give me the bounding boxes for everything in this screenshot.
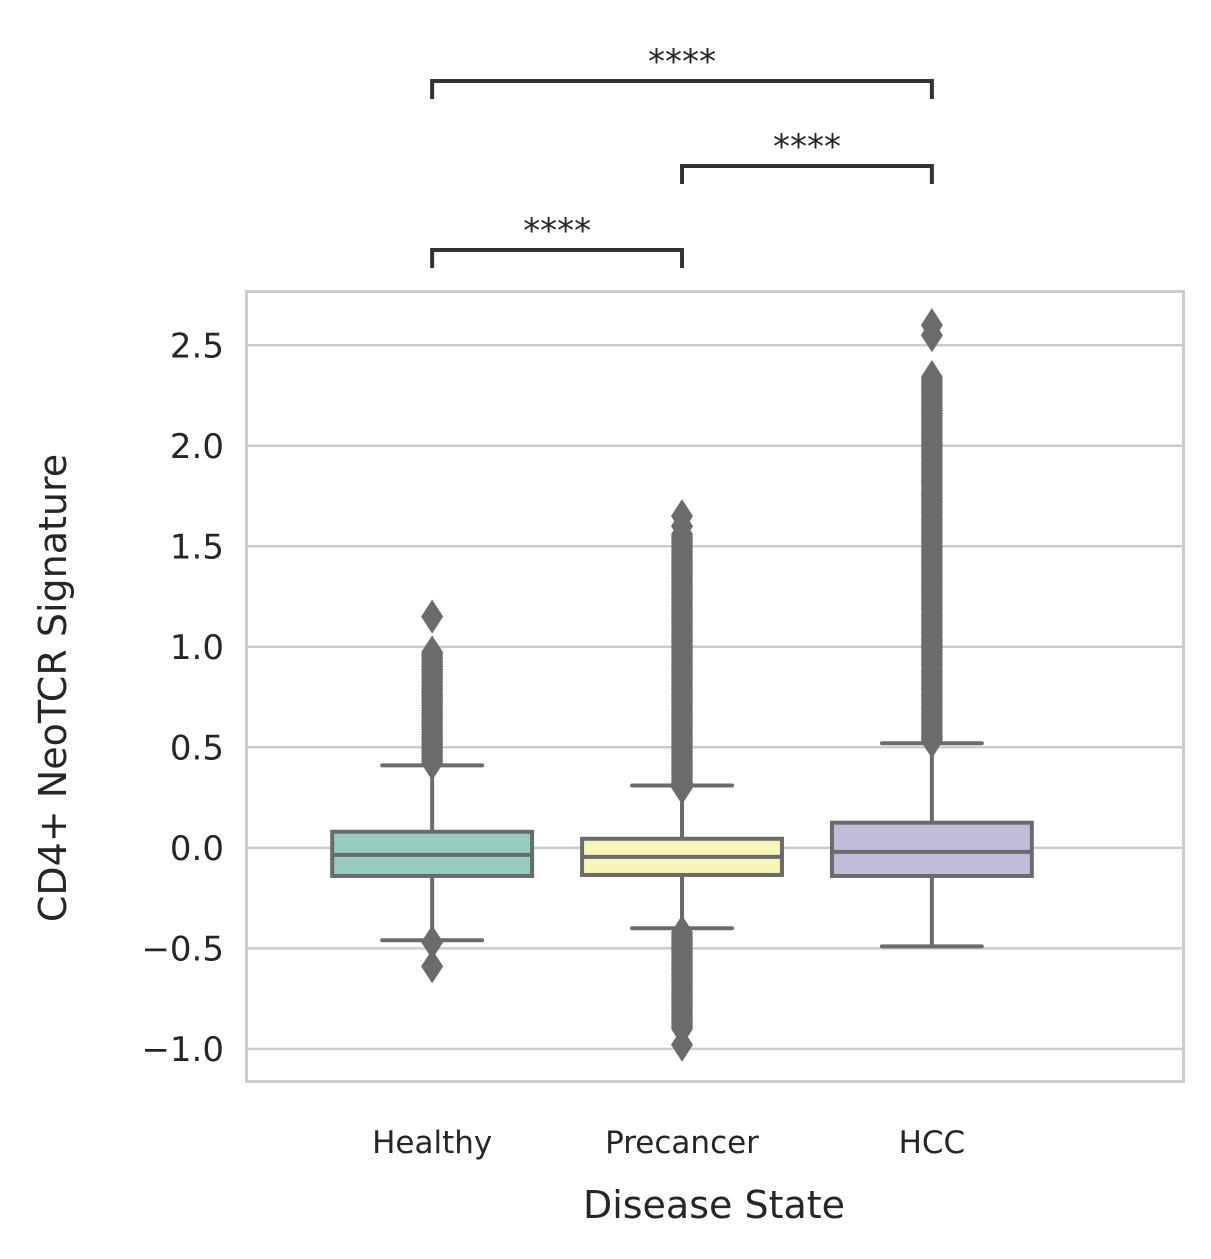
outlier-point bbox=[920, 360, 943, 395]
significance-label: **** bbox=[523, 211, 591, 251]
y-tick-label: 1.5 bbox=[170, 527, 224, 567]
y-tick-labels: −1.0 −0.5 0.0 0.5 1.0 1.5 2.0 2.5 bbox=[141, 326, 224, 1070]
box-hcc bbox=[829, 308, 1034, 949]
box-iqr bbox=[829, 820, 1034, 878]
y-tick-label: 2.5 bbox=[170, 326, 224, 366]
y-axis-label: CD4+ NeoTCR Signature bbox=[31, 454, 75, 922]
box-healthy bbox=[330, 599, 535, 984]
grid-lines bbox=[246, 344, 1183, 1051]
y-tick-label: 0.5 bbox=[170, 728, 224, 768]
outlier-point bbox=[421, 949, 444, 984]
plot-frame bbox=[245, 290, 1185, 1083]
significance-brackets: **** **** **** bbox=[430, 42, 934, 268]
y-tick-label: −1.0 bbox=[141, 1030, 224, 1070]
x-tick-label: HCC bbox=[899, 1125, 966, 1161]
significance-label: **** bbox=[773, 127, 841, 167]
significance-bracket: **** bbox=[430, 42, 934, 99]
bracket-line bbox=[430, 79, 934, 99]
x-tick-label: Precancer bbox=[605, 1125, 759, 1161]
outlier-point bbox=[671, 499, 694, 534]
significance-bracket: **** bbox=[430, 211, 685, 268]
boxes bbox=[330, 308, 1034, 1062]
y-tick-label: 0.0 bbox=[170, 829, 224, 869]
y-tick-label: −0.5 bbox=[141, 929, 224, 969]
outlier-point bbox=[421, 599, 444, 634]
x-tick-labels: Healthy Precancer HCC bbox=[372, 1125, 965, 1161]
bracket-line bbox=[680, 164, 934, 184]
y-tick-label: 2.0 bbox=[170, 427, 224, 467]
outlier-point bbox=[421, 925, 444, 960]
x-tick-label: Healthy bbox=[372, 1125, 492, 1161]
significance-label: **** bbox=[648, 42, 716, 82]
outlier-point bbox=[421, 635, 444, 670]
bracket-line bbox=[430, 248, 685, 268]
significance-bracket: **** bbox=[680, 127, 934, 184]
x-axis-label: Disease State bbox=[583, 1183, 845, 1227]
box-precancer bbox=[580, 499, 784, 1062]
outlier-point bbox=[920, 308, 943, 343]
outlier-point bbox=[671, 1027, 694, 1062]
outlier-point bbox=[671, 915, 694, 950]
y-tick-label: 1.0 bbox=[170, 628, 224, 668]
